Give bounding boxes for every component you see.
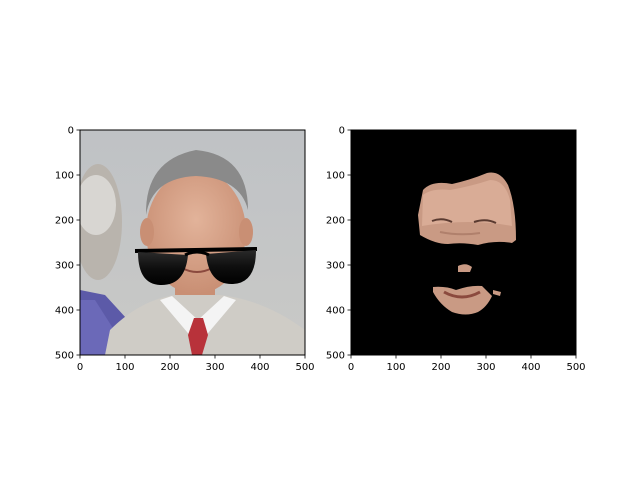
photo-axes-frame <box>79 129 306 356</box>
photo-y-tick-label: 500 <box>55 351 74 362</box>
photo-x-tick-label: 400 <box>250 362 269 373</box>
mask-x-tick-label: 300 <box>476 362 495 373</box>
mask-x-tick-label: 500 <box>566 362 585 373</box>
mask-y-tick-label: 300 <box>326 261 345 272</box>
photo-y-tick-label: 0 <box>68 126 74 137</box>
mask-x-ticks: 0 100 200 300 400 500 <box>348 355 586 373</box>
mask-x-tick-label: 400 <box>521 362 540 373</box>
mask-y-ticks: 0 100 200 300 400 500 <box>326 126 351 362</box>
mask-y-tick-label: 0 <box>339 126 345 137</box>
mask-image <box>351 130 576 355</box>
mask-y-tick-label: 400 <box>326 306 345 317</box>
photo-x-tick-label: 100 <box>115 362 134 373</box>
photo-x-tick-label: 0 <box>77 362 83 373</box>
photo-axes: 0 100 200 300 400 500 0 100 200 300 400 500 <box>55 126 315 374</box>
mask-axes: 0 100 200 300 400 500 0 100 200 300 400 500 <box>326 126 586 374</box>
photo-x-tick-label: 200 <box>160 362 179 373</box>
photo-y-tick-label: 400 <box>55 306 74 317</box>
mask-x-tick-label: 200 <box>431 362 450 373</box>
mask-axes-frame <box>350 129 577 356</box>
photo-x-tick-label: 500 <box>295 362 314 373</box>
photo-y-tick-label: 200 <box>55 216 74 227</box>
photo-y-ticks: 0 100 200 300 400 500 <box>55 126 80 362</box>
mask-x-tick-label: 0 <box>348 362 354 373</box>
mask-y-tick-label: 100 <box>326 171 345 182</box>
photo-x-tick-label: 300 <box>205 362 224 373</box>
photo-image <box>80 130 305 355</box>
photo-y-tick-label: 300 <box>55 261 74 272</box>
mask-y-tick-label: 200 <box>326 216 345 227</box>
mask-y-tick-label: 500 <box>326 351 345 362</box>
mask-x-tick-label: 100 <box>386 362 405 373</box>
photo-x-ticks: 0 100 200 300 400 500 <box>77 355 315 373</box>
photo-y-tick-label: 100 <box>55 171 74 182</box>
